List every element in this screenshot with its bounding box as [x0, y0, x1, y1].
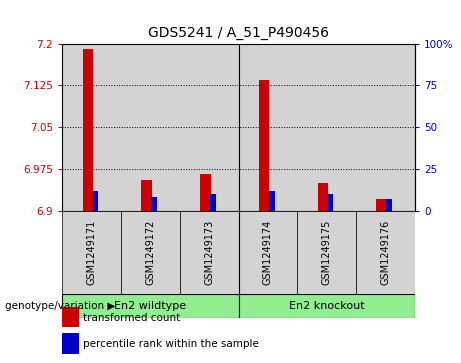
Bar: [62, 211, 121, 294]
Text: GSM1249174: GSM1249174: [263, 220, 273, 285]
Text: GSM1249173: GSM1249173: [204, 220, 214, 285]
Bar: [356, 211, 415, 294]
Title: GDS5241 / A_51_P490456: GDS5241 / A_51_P490456: [148, 26, 329, 40]
Bar: [297, 44, 356, 211]
Bar: [386, 199, 392, 211]
Text: GSM1249176: GSM1249176: [380, 220, 390, 285]
Bar: [62, 307, 79, 327]
Bar: [356, 44, 415, 211]
Bar: [269, 191, 275, 211]
Bar: [239, 294, 415, 318]
Text: En2 knockout: En2 knockout: [289, 301, 365, 311]
Bar: [318, 183, 328, 211]
Bar: [83, 49, 93, 211]
Bar: [259, 80, 269, 211]
Bar: [210, 194, 216, 211]
Bar: [239, 44, 297, 211]
Bar: [200, 174, 211, 211]
Bar: [328, 194, 333, 211]
Bar: [180, 211, 239, 294]
Bar: [62, 333, 79, 354]
Bar: [121, 44, 180, 211]
Bar: [239, 211, 297, 294]
Bar: [180, 44, 239, 211]
Text: percentile rank within the sample: percentile rank within the sample: [83, 339, 259, 349]
Bar: [151, 197, 157, 211]
Bar: [93, 191, 98, 211]
Bar: [62, 44, 121, 211]
Bar: [141, 180, 152, 211]
Text: GSM1249171: GSM1249171: [87, 220, 97, 285]
Bar: [376, 199, 387, 211]
Text: En2 wildtype: En2 wildtype: [114, 301, 186, 311]
Bar: [62, 294, 239, 318]
Text: genotype/variation ▶: genotype/variation ▶: [5, 301, 115, 311]
Text: transformed count: transformed count: [83, 313, 181, 323]
Text: GSM1249175: GSM1249175: [322, 220, 332, 285]
Bar: [121, 211, 180, 294]
Text: GSM1249172: GSM1249172: [145, 220, 155, 285]
Bar: [297, 211, 356, 294]
